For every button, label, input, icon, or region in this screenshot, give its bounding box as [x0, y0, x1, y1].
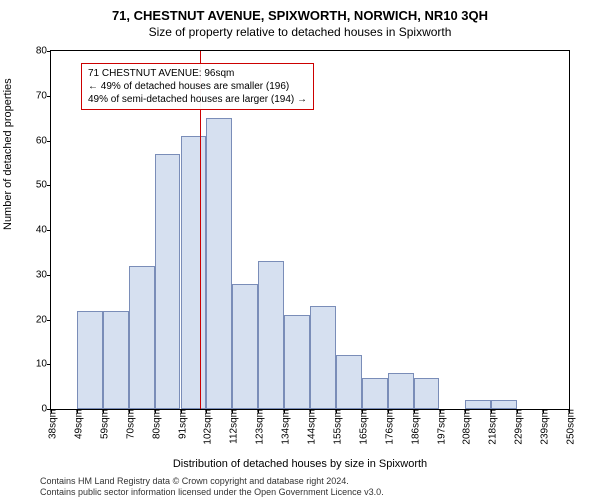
annotation-box: 71 CHESTNUT AVENUE: 96sqm← 49% of detach… — [81, 63, 314, 110]
title-sub: Size of property relative to detached ho… — [0, 23, 600, 39]
x-tick-label: 80sqm — [147, 409, 162, 439]
x-tick-label: 155sqm — [328, 409, 343, 445]
x-tick-label: 186sqm — [406, 409, 421, 445]
x-tick-label: 239sqm — [536, 409, 551, 445]
x-tick-label: 59sqm — [95, 409, 110, 439]
title-main: 71, CHESTNUT AVENUE, SPIXWORTH, NORWICH,… — [0, 0, 600, 23]
histogram-bar — [181, 136, 207, 409]
x-tick-label: 144sqm — [303, 409, 318, 445]
plot-area: 0102030405060708038sqm49sqm59sqm70sqm80s… — [50, 50, 570, 410]
annotation-line: 71 CHESTNUT AVENUE: 96sqm — [88, 67, 307, 80]
histogram-bar — [129, 266, 155, 409]
histogram-bar — [491, 400, 517, 409]
histogram-bar — [465, 400, 491, 409]
histogram-bar — [232, 284, 258, 409]
histogram-bar — [155, 154, 181, 409]
x-tick-label: 38sqm — [44, 409, 59, 439]
footer-line: Contains public sector information licen… — [40, 487, 570, 498]
x-tick-label: 176sqm — [380, 409, 395, 445]
x-tick-label: 250sqm — [562, 409, 577, 445]
footer-line: Contains HM Land Registry data © Crown c… — [40, 476, 570, 487]
x-tick-label: 218sqm — [484, 409, 499, 445]
annotation-line: 49% of semi-detached houses are larger (… — [88, 93, 307, 106]
y-axis-label: Number of detached properties — [2, 78, 14, 230]
footer-attribution: Contains HM Land Registry data © Crown c… — [40, 476, 570, 498]
histogram-bar — [310, 306, 336, 409]
x-tick-label: 229sqm — [510, 409, 525, 445]
histogram-bar — [284, 315, 310, 409]
x-tick-label: 112sqm — [225, 409, 240, 444]
histogram-bar — [77, 311, 103, 409]
histogram-bar — [258, 261, 284, 409]
x-tick-label: 165sqm — [354, 409, 369, 445]
histogram-bar — [103, 311, 129, 409]
x-axis-label: Distribution of detached houses by size … — [0, 458, 600, 470]
x-tick-label: 91sqm — [173, 409, 188, 439]
x-tick-label: 134sqm — [277, 409, 292, 445]
x-tick-label: 123sqm — [251, 409, 266, 445]
x-tick-label: 102sqm — [199, 409, 214, 445]
histogram-bar — [206, 118, 232, 409]
x-tick-label: 70sqm — [121, 409, 136, 439]
histogram-bar — [362, 378, 388, 409]
histogram-bar — [388, 373, 414, 409]
histogram-bar — [336, 355, 362, 409]
annotation-line: ← 49% of detached houses are smaller (19… — [88, 80, 307, 93]
x-tick-label: 197sqm — [432, 409, 447, 445]
x-tick-label: 49sqm — [69, 409, 84, 439]
histogram-bar — [414, 378, 440, 409]
x-tick-label: 208sqm — [458, 409, 473, 445]
